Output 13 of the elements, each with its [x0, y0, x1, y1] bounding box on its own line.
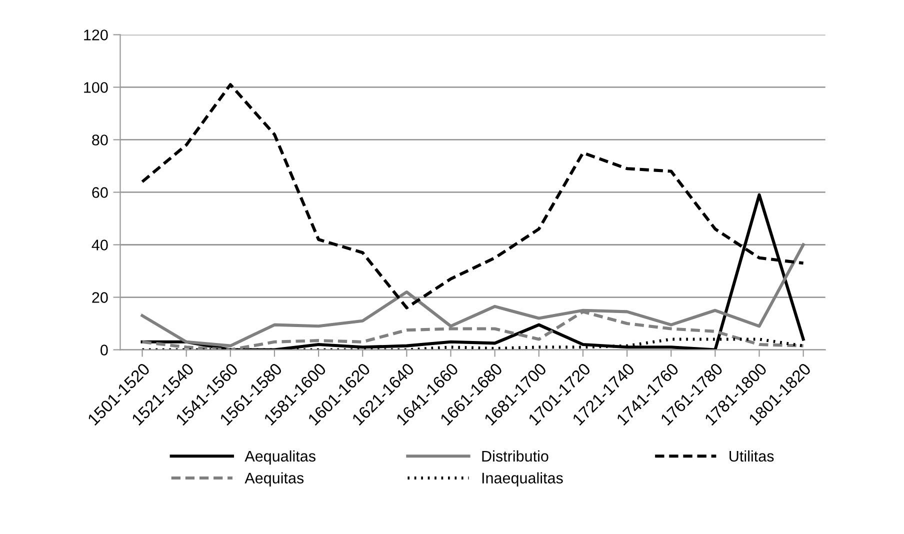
y-tick-label: 120 — [84, 30, 108, 40]
legend-label: Utilitas — [730, 450, 774, 462]
y-tick-label: 0 — [100, 344, 108, 356]
line-series — [140, 243, 805, 348]
legend-label: Inaequalitas — [482, 472, 563, 487]
y-tick-label: 20 — [92, 292, 108, 303]
y-tick-label: 80 — [92, 134, 108, 146]
y-tick-label: 100 — [84, 82, 108, 93]
y-tick-label: 60 — [92, 187, 108, 198]
legend-label: Aequitas — [244, 472, 304, 487]
legend-label: Aequalitas — [244, 450, 316, 465]
y-tick-label: 40 — [92, 240, 108, 250]
legend-label: Distributio — [482, 450, 548, 462]
